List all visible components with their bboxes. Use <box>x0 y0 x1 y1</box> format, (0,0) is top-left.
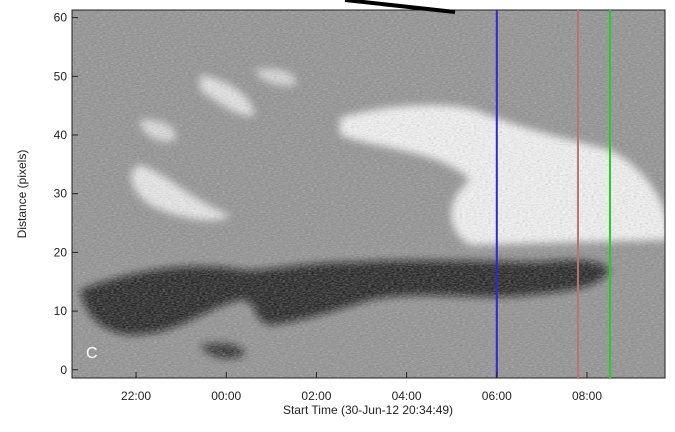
x-tick-label: 02:00 <box>301 389 331 403</box>
image <box>72 10 665 378</box>
y-tick-label: 20 <box>54 245 68 259</box>
x-tick-label: 22:00 <box>121 389 151 403</box>
y-tick-label: 30 <box>54 187 68 201</box>
y-tick-label: 0 <box>60 363 67 377</box>
y-axis-label: Distance (pixels) <box>15 150 29 239</box>
y-tick-label: 10 <box>54 304 68 318</box>
x-tick-label: 08:00 <box>572 389 602 403</box>
y-tick-label: 50 <box>54 69 68 83</box>
y-tick-label: 60 <box>54 11 68 25</box>
x-tick-label: 04:00 <box>392 389 422 403</box>
pointer-line <box>344 0 456 14</box>
x-axis-label: Start Time (30-Jun-12 20:34:49) <box>283 403 453 417</box>
panel-label: C <box>86 345 98 362</box>
y-tick-label: 40 <box>54 128 68 142</box>
x-tick-label: 00:00 <box>211 389 241 403</box>
x-tick-label: 06:00 <box>482 389 512 403</box>
